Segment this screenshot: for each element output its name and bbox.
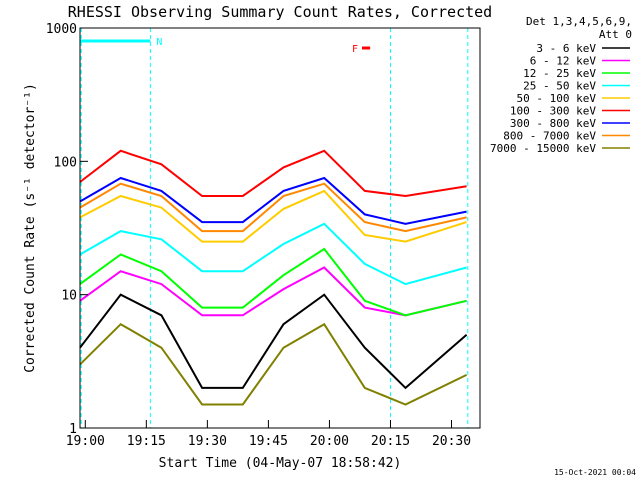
series-line-4 [79,189,467,243]
y-tick-label: 10 [61,289,77,304]
legend-title-line-1: Det 1,3,4,5,6,9, [526,15,632,28]
series-line-7 [79,182,467,233]
series-line-1 [79,266,467,317]
x-tick-label: 19:45 [249,434,288,449]
series-line-5 [79,149,467,198]
chart-title: RHESSI Observing Summary Count Rates, Co… [68,3,492,21]
timestamp: 15-Oct-2021 00:04 [554,468,636,477]
plot-frame [79,27,481,429]
series-line-2 [79,247,467,317]
flags-layer: NF [80,37,371,55]
y-axis-label: Corrected Count Rate (s⁻¹ detector⁻¹) [23,83,38,373]
x-tick-label: 19:30 [188,434,227,449]
legend-label: 25 - 50 keV [523,80,596,93]
series-line-3 [79,222,467,286]
series-line-0 [79,293,468,390]
x-axis-label: Start Time (04-May-07 18:58:42) [159,456,402,471]
series-line-8 [79,322,468,406]
legend-label: 50 - 100 keV [517,92,597,105]
axis-layer: 1 10 100 1000 19:00 19:15 19:30 19:45 20:00 20:15… [46,22,481,449]
legend-label: 3 - 6 keV [536,42,596,55]
y-tick-label: 1 [69,422,77,437]
x-tick-label: 20:30 [432,434,471,449]
legend-label: 800 - 7000 keV [503,130,596,143]
legend-label: 7000 - 15000 keV [490,142,596,155]
flag-label: N [156,37,162,48]
series-layer [79,149,468,406]
legend-label: 6 - 12 keV [530,55,597,68]
x-tick-label: 20:15 [371,434,410,449]
legend-title-line-2: Att 0 [599,28,632,41]
legend-label: 300 - 800 keV [510,117,596,130]
y-tick-label: 1000 [46,22,77,37]
flag-label: F [352,44,358,55]
legend-label: 100 - 300 keV [510,105,596,118]
y-tick-label: 100 [54,155,77,170]
x-tick-label: 20:00 [310,434,349,449]
x-tick-label: 19:15 [127,434,166,449]
legend-label: 12 - 25 keV [523,67,596,80]
x-tick-label: 19:00 [66,434,105,449]
series-line-6 [79,176,467,225]
